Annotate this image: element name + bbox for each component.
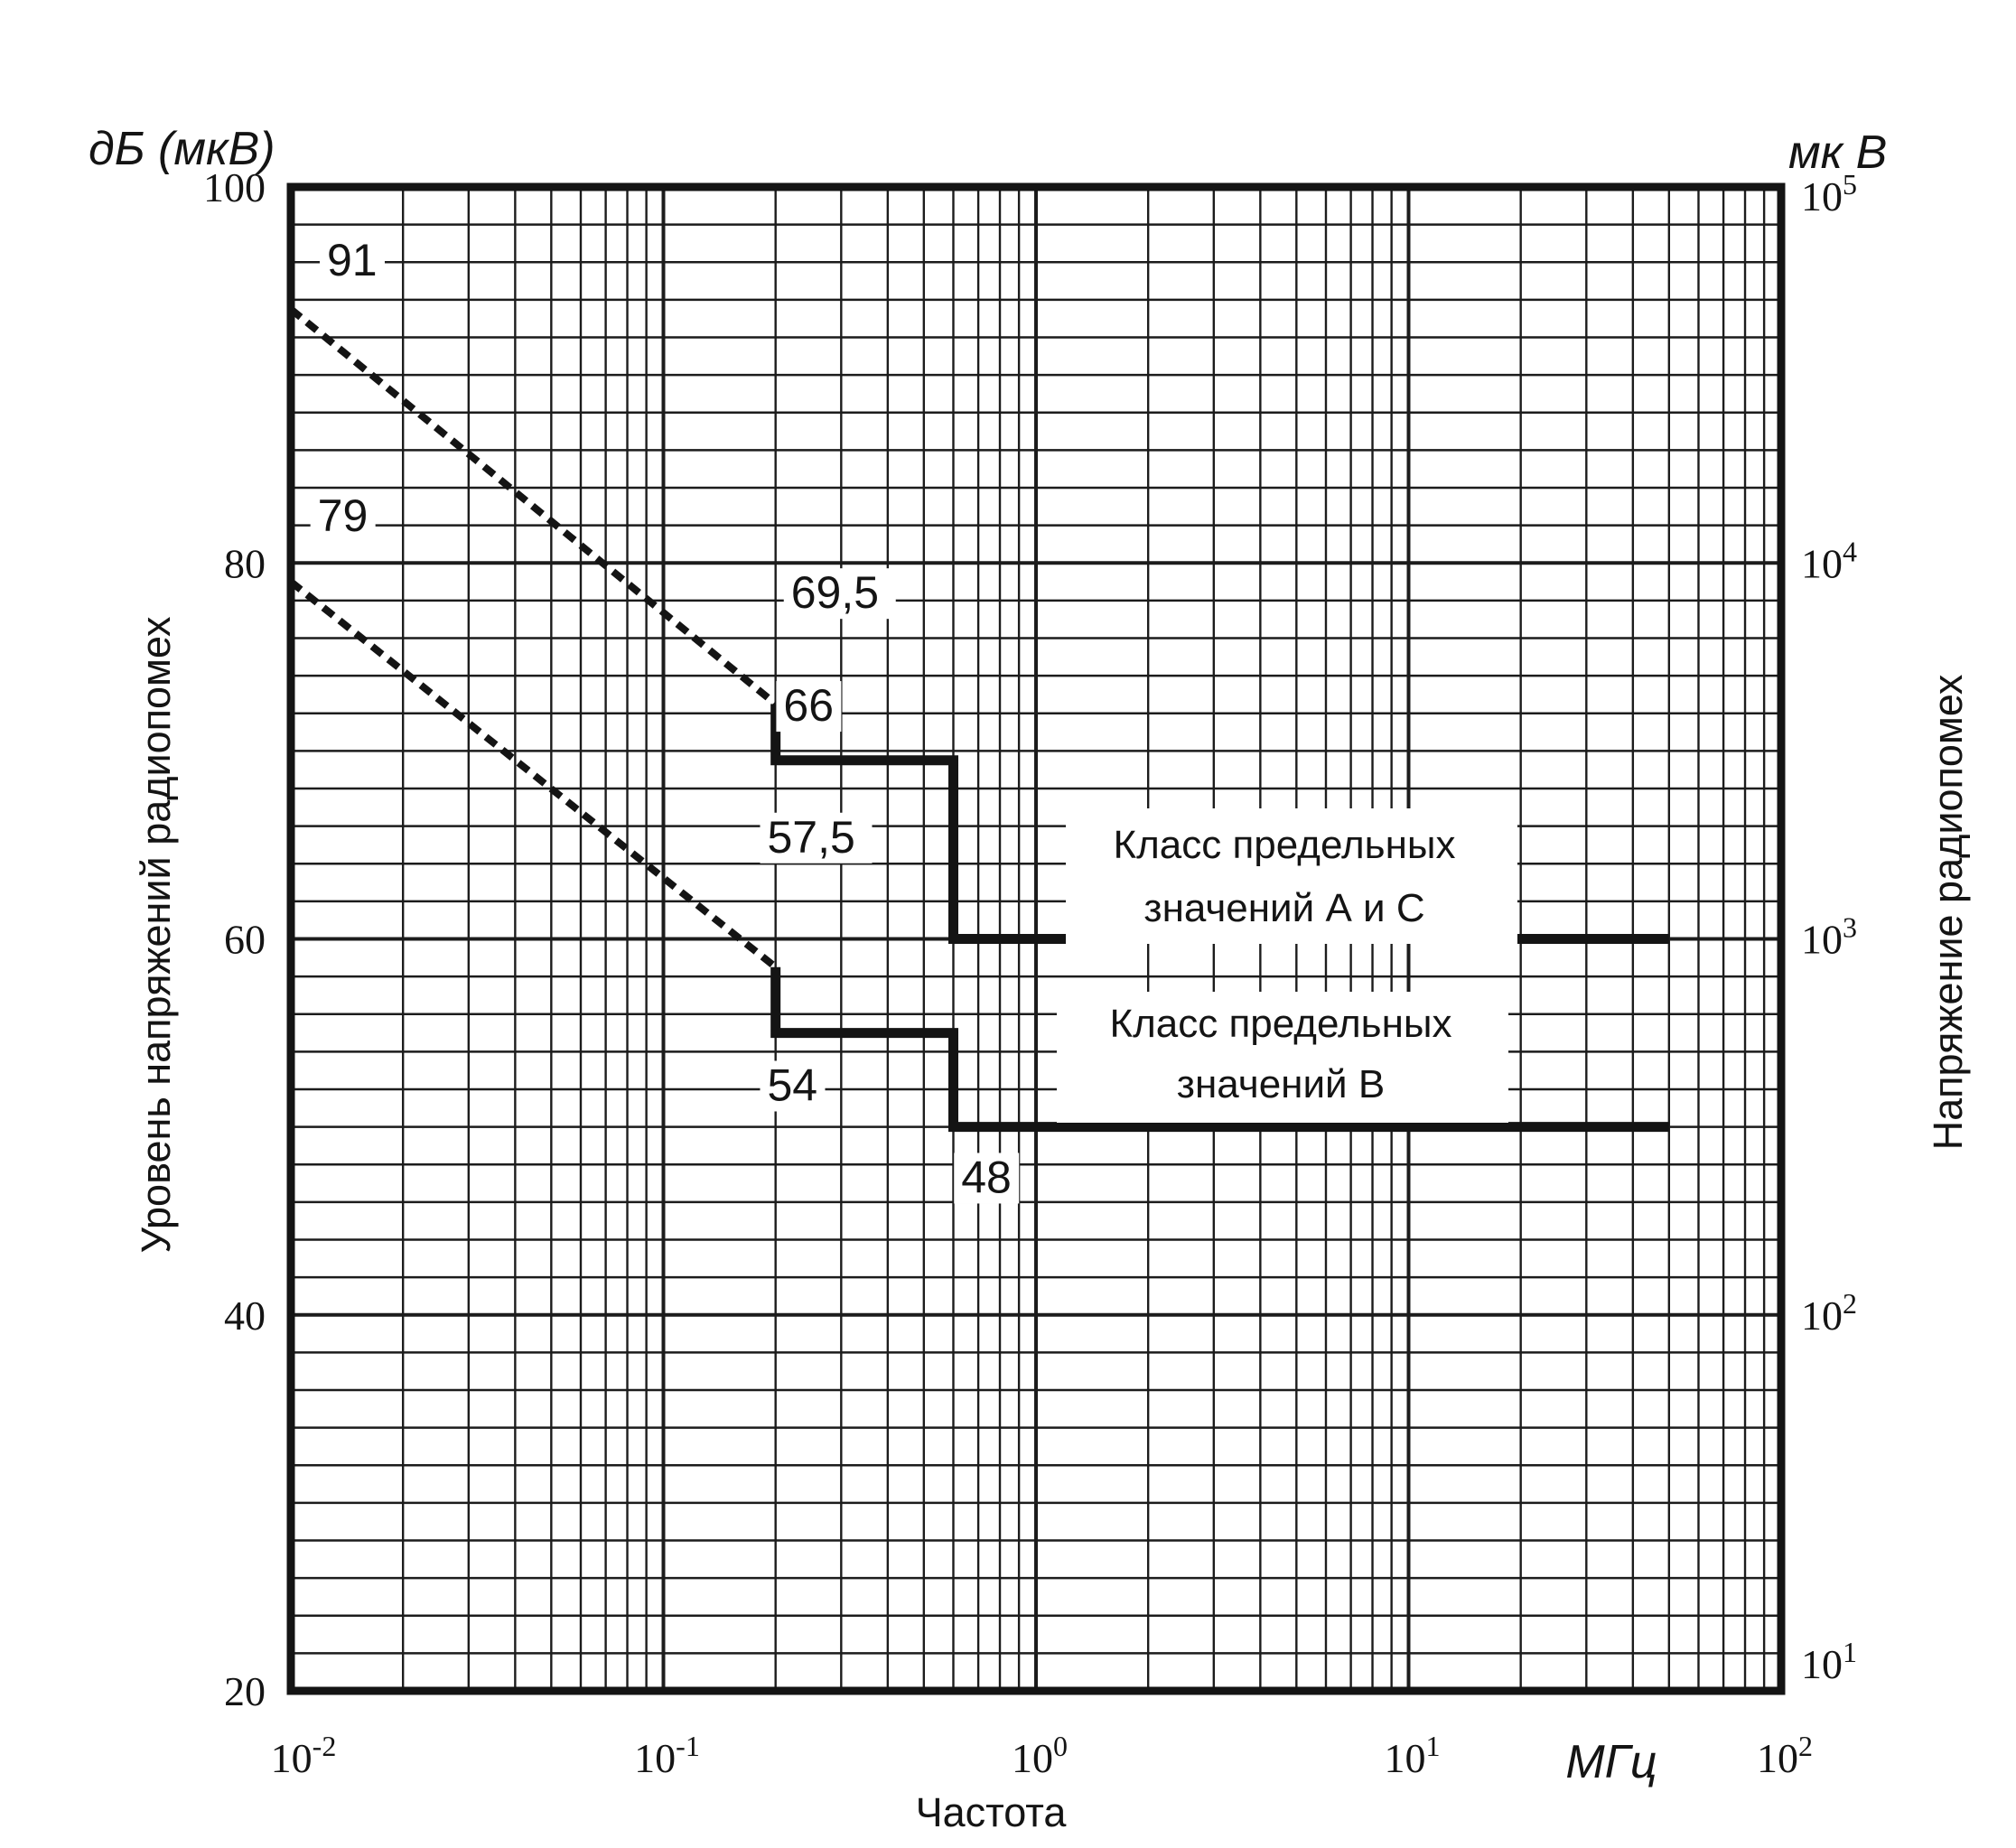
x-axis-unit: МГц	[1565, 1736, 1657, 1788]
series-class-b	[288, 578, 1669, 1133]
y-tick-label: 100	[203, 164, 266, 210]
y2-axis-title: Напряжение радиопомех	[1925, 674, 1971, 1150]
y2-tick-label: 105	[1801, 168, 1857, 219]
annotation-bg	[760, 1060, 826, 1112]
series-label-line: Класс предельных	[1113, 823, 1455, 867]
annotation-label: 57,5	[767, 812, 854, 863]
grid	[291, 187, 1781, 1691]
series-line-solid	[770, 966, 1669, 1133]
series-labels: Класс предельных значений А и С Класс пред…	[1057, 808, 1517, 1123]
y2-tick-label: 101	[1801, 1636, 1857, 1687]
y-tick-label: 20	[224, 1668, 266, 1714]
y-tick-label: 60	[224, 917, 266, 963]
annotation-bg	[310, 490, 376, 542]
series-label-line: значений В	[1177, 1062, 1385, 1106]
plot-frame	[286, 182, 1786, 1695]
series-label-bg	[1057, 992, 1508, 1123]
x-tick-label: 10-2	[271, 1730, 337, 1781]
x-tick-label: 101	[1385, 1730, 1441, 1781]
annotation-bg	[954, 1153, 1020, 1204]
annotation-bg	[776, 681, 842, 733]
annotation-label: 69,5	[791, 567, 879, 618]
y-axis-unit: дБ (мкВ)	[89, 123, 275, 175]
annotation-label: 79	[318, 490, 369, 541]
y2-tick-label: 103	[1801, 911, 1857, 963]
annotation-bg	[319, 235, 385, 286]
y-tick-label: 80	[224, 540, 266, 586]
value-annotations: 91 79 69,5 66 57,5 54 48	[310, 235, 1020, 1204]
annotation-bg	[760, 812, 873, 863]
x-tick-label: 100	[1012, 1730, 1068, 1781]
annotation-label: 48	[961, 1152, 1012, 1202]
y2-tick-label: 104	[1801, 535, 1857, 586]
annotation-label: 91	[327, 235, 378, 285]
tick-labels: 10-2 10-1 100 101 102 100 80 60 40 20 105 104 103 102…	[203, 164, 1857, 1781]
x-tick-label: 10-1	[634, 1730, 700, 1781]
x-tick-label: 102	[1757, 1730, 1813, 1781]
series-label-bg	[1066, 808, 1517, 944]
y-axis-title: Уровень напряжений радиопомех	[133, 616, 179, 1254]
annotation-label: 66	[783, 680, 834, 731]
annotation-bg	[783, 568, 896, 620]
y2-axis-unit: мк В	[1788, 126, 1887, 179]
annotation-label: 54	[767, 1059, 817, 1110]
y-tick-label: 40	[224, 1293, 266, 1339]
series-line-dashed	[288, 578, 779, 970]
y2-tick-label: 102	[1801, 1287, 1857, 1339]
series-label-line: Класс предельных	[1109, 1002, 1451, 1046]
series-label-line: значений А и С	[1143, 886, 1424, 930]
series-line-dashed	[288, 306, 779, 707]
x-axis-title: Частота	[916, 1789, 1068, 1835]
